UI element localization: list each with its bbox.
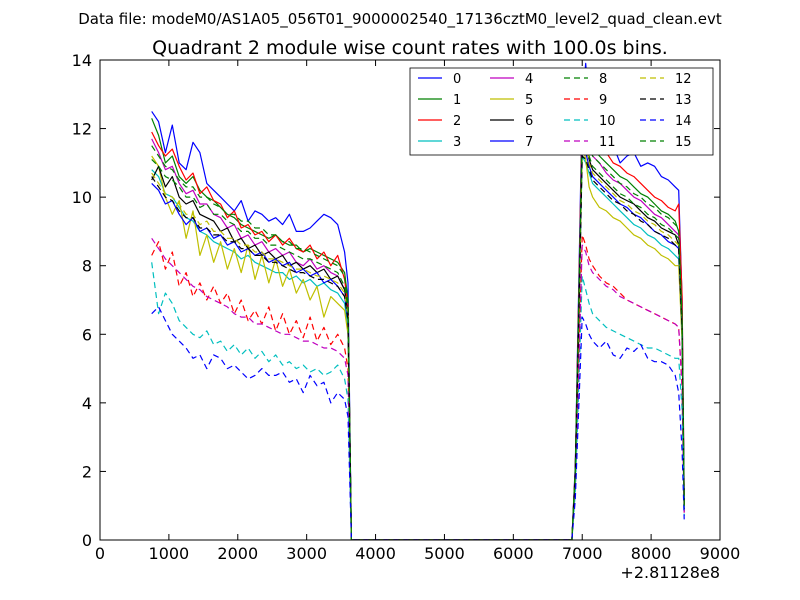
y-tick-label: 4 <box>82 394 92 413</box>
x-tick-label: 8000 <box>631 544 672 563</box>
x-offset-label: +2.81128e8 <box>620 563 720 582</box>
y-tick-label: 12 <box>72 120 92 139</box>
legend-label-13: 13 <box>675 93 692 108</box>
legend-label-4: 4 <box>525 72 533 87</box>
chart-title: Quadrant 2 module wise count rates with … <box>152 37 668 59</box>
series-line-12 <box>151 128 685 540</box>
x-tick-label: 0 <box>95 544 105 563</box>
series-line-4 <box>151 128 685 540</box>
y-tick-label: 0 <box>82 531 92 550</box>
series-line-14 <box>151 306 685 540</box>
legend-label-2: 2 <box>453 114 461 129</box>
legend-label-9: 9 <box>599 93 607 108</box>
legend-label-3: 3 <box>453 135 461 150</box>
plot-area <box>99 59 721 541</box>
series-line-2 <box>151 100 685 540</box>
series-line-8 <box>151 134 685 540</box>
x-tick-label: 1000 <box>149 544 190 563</box>
y-tick-label: 8 <box>82 257 92 276</box>
x-tick-label: 5000 <box>424 544 465 563</box>
x-tick-label: 3000 <box>286 544 327 563</box>
legend-label-14: 14 <box>675 114 692 129</box>
x-tick-label: 7000 <box>562 544 603 563</box>
legend-label-12: 12 <box>675 72 692 87</box>
y-tick-label: 2 <box>82 462 92 481</box>
legend-label-1: 1 <box>453 93 461 108</box>
legend-label-5: 5 <box>525 93 533 108</box>
legend-label-6: 6 <box>525 114 533 129</box>
y-tick-label: 10 <box>72 188 92 207</box>
series-line-13 <box>151 155 685 540</box>
y-tick-label: 14 <box>72 51 92 70</box>
series-line-10 <box>151 262 685 540</box>
legend-label-11: 11 <box>599 135 616 150</box>
plot-frame <box>99 59 721 541</box>
series-line-11 <box>151 237 685 540</box>
axis-ticks: 0 1000 2000 3000 4000 5000 6000 7000 8000 9000 0 2 4… <box>72 51 741 563</box>
series-line-6 <box>151 138 685 540</box>
series-line-5 <box>151 141 685 540</box>
x-tick-label: 9000 <box>700 544 741 563</box>
series-line-3 <box>151 155 685 540</box>
series-line-15 <box>151 128 685 540</box>
series-layer <box>151 62 685 540</box>
data-file-header: Data file: modeM0/AS1A05_056T01_90000025… <box>78 10 722 29</box>
x-tick-label: 6000 <box>493 544 534 563</box>
x-tick-label: 2000 <box>217 544 258 563</box>
legend-label-7: 7 <box>525 135 533 150</box>
legend-label-10: 10 <box>599 114 616 129</box>
legend-label-15: 15 <box>675 135 692 150</box>
legend-label-8: 8 <box>599 72 607 87</box>
x-tick-label: 4000 <box>355 544 396 563</box>
series-line-9 <box>151 234 685 540</box>
y-tick-label: 6 <box>82 325 92 344</box>
legend-label-0: 0 <box>453 72 461 87</box>
